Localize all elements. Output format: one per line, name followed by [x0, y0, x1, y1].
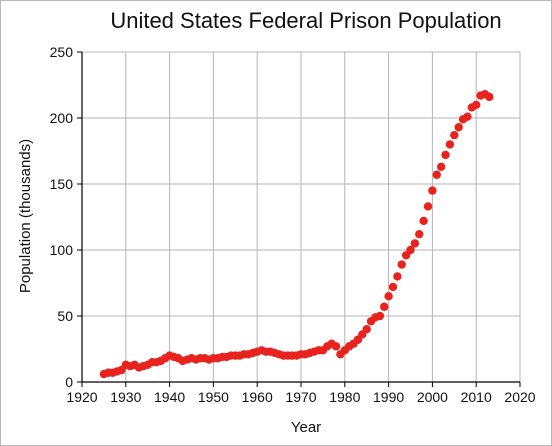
y-tick-label: 100: [50, 242, 74, 258]
data-point: [388, 282, 398, 292]
y-axis-ticks: 0 50 100 150 200 250: [50, 44, 82, 390]
data-point: [454, 123, 463, 132]
x-tick-label: 2020: [504, 389, 535, 405]
data-point: [463, 112, 472, 121]
y-tick-label: 50: [57, 308, 73, 324]
data-point: [384, 292, 393, 301]
data-point: [441, 150, 450, 160]
data-point: [428, 186, 437, 195]
data-point: [445, 140, 455, 149]
data-point: [485, 92, 494, 102]
data-point: [436, 162, 446, 172]
y-axis-label: Population (thousands): [17, 139, 34, 293]
x-tick-label: 1990: [373, 389, 404, 405]
x-tick-label: 2000: [417, 389, 448, 405]
x-axis-label: Year: [291, 419, 321, 436]
data-point: [472, 100, 481, 110]
data-point: [406, 245, 415, 255]
x-tick-label: 1920: [66, 389, 97, 405]
data-point: [331, 342, 341, 351]
data-point: [380, 302, 389, 311]
data-point: [393, 272, 402, 281]
y-tick-label: 250: [50, 44, 74, 60]
x-tick-label: 1950: [198, 389, 229, 405]
data-point: [415, 229, 424, 239]
data-points: [99, 90, 494, 379]
x-tick-label: 1940: [154, 389, 185, 405]
data-point: [432, 170, 441, 179]
y-tick-label: 150: [50, 176, 74, 192]
data-point: [419, 216, 428, 226]
data-point: [362, 325, 371, 334]
data-point: [410, 239, 420, 248]
data-point: [375, 311, 385, 321]
y-tick-label: 200: [50, 110, 74, 126]
x-tick-label: 1980: [329, 389, 360, 405]
data-point: [450, 130, 459, 140]
x-tick-label: 1930: [110, 389, 141, 405]
grid-lines: [81, 51, 521, 383]
x-axis-ticks: 1920 1930 1940 1950 1960 1970 1980 1990 2000 2010…: [66, 382, 536, 405]
chart-title: United States Federal Prison Population: [110, 8, 501, 33]
y-tick-label: 0: [65, 374, 73, 390]
x-tick-label: 2010: [461, 389, 492, 405]
x-tick-label: 1960: [242, 389, 273, 405]
data-point: [397, 260, 406, 269]
data-point: [423, 202, 433, 211]
x-tick-label: 1970: [285, 389, 316, 405]
